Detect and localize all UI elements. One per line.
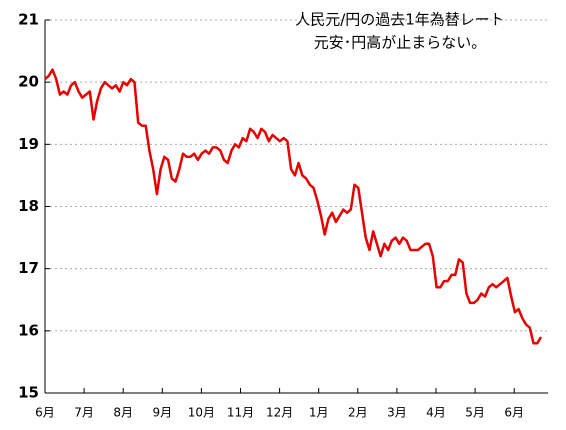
x-tick-label: 6月 (35, 406, 55, 420)
x-tick-label: 7月 (74, 406, 94, 420)
x-tick-label: 3月 (387, 406, 407, 420)
x-tick-label: 8月 (113, 406, 133, 420)
x-tick-label: 5月 (465, 406, 485, 420)
data-line (44, 68, 543, 345)
y-tick-label: 16 (18, 321, 39, 339)
y-tick-label: 20 (18, 73, 39, 91)
y-tick-label: 17 (18, 259, 39, 277)
x-tick-label: 6月 (504, 406, 524, 420)
x-tick-label: 11月 (227, 406, 254, 420)
y-tick-label: 21 (18, 11, 39, 29)
y-tick-label: 15 (18, 384, 39, 402)
x-tick-label: 10月 (188, 406, 215, 420)
x-tick-label: 1月 (309, 406, 329, 420)
y-tick-label: 19 (18, 135, 39, 153)
x-tick-label: 9月 (152, 406, 172, 420)
chart-subtitle: 元安･円高が止まらない。 (314, 34, 487, 52)
x-tick-label: 12月 (266, 406, 293, 420)
x-tick-label: 4月 (426, 406, 446, 420)
x-tick-label: 2月 (348, 406, 368, 420)
y-tick-label: 18 (18, 197, 39, 215)
